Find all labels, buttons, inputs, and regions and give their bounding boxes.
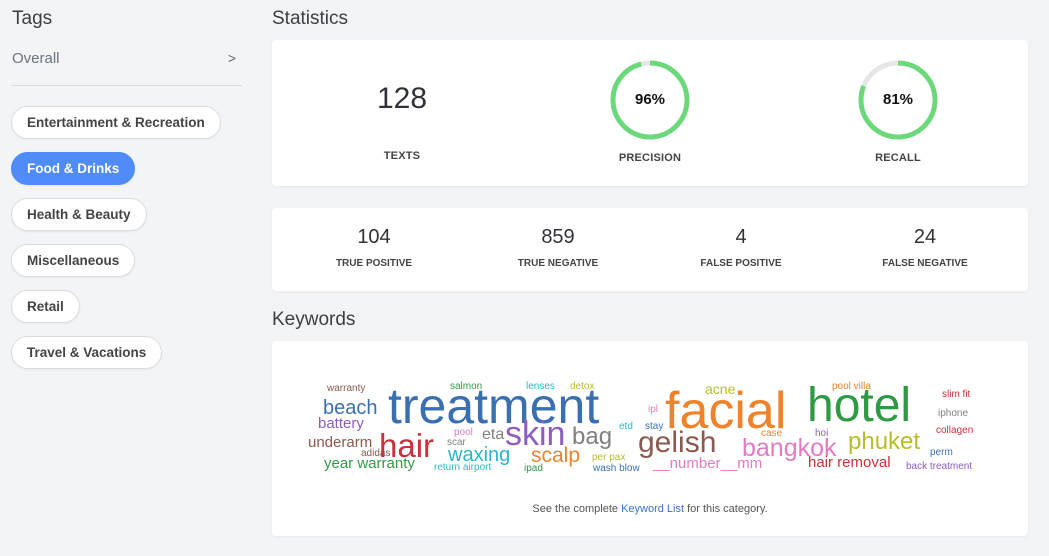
keyword-per-pax: per pax bbox=[592, 452, 626, 463]
keyword-year-warranty: year warranty bbox=[324, 455, 415, 472]
statistics-title: Statistics bbox=[272, 8, 349, 29]
true-positive-label: TRUE POSITIVE bbox=[335, 258, 413, 269]
keyword-hotel: hotel bbox=[807, 379, 912, 432]
keyword-back-treatment: back treatment bbox=[906, 461, 973, 472]
keyword-number-mm: __number__mm bbox=[653, 455, 763, 472]
recall-ring-fill bbox=[858, 60, 938, 140]
true-negative-stat: 859 TRUE NEGATIVE bbox=[478, 208, 638, 269]
keyword-list-link[interactable]: Keyword List bbox=[621, 503, 685, 515]
recall-label: RECALL bbox=[875, 152, 921, 164]
texts-stat: 128 bbox=[352, 82, 452, 116]
sidebar-title: Tags bbox=[12, 8, 53, 29]
keyword-acne: acne bbox=[705, 381, 736, 397]
keywords-card: treatment facial hotel hair skin bag gelish ban… bbox=[272, 341, 1028, 536]
word-cloud: treatment facial hotel hair skin bag gelish ban… bbox=[272, 341, 1028, 491]
keyword-pool-villa: pool villa bbox=[832, 381, 871, 392]
sidebar-divider bbox=[11, 85, 242, 86]
keyword-hair-removal: hair removal bbox=[808, 454, 891, 471]
keyword-case: case bbox=[761, 428, 783, 439]
tag-entertainment-recreation[interactable]: Entertainment & Recreation bbox=[11, 106, 221, 139]
false-positive-stat: 4 FALSE POSITIVE bbox=[661, 208, 821, 269]
keyword-detox: detox bbox=[570, 381, 595, 392]
keyword-beach: beach bbox=[323, 397, 378, 419]
tag-retail[interactable]: Retail bbox=[11, 290, 80, 323]
texts-value: 128 bbox=[376, 82, 428, 115]
keyword-slim-fit: slim fit bbox=[942, 389, 971, 400]
true-positive-value: 104 bbox=[357, 226, 391, 248]
tag-health-beauty[interactable]: Health & Beauty bbox=[11, 198, 147, 231]
chevron-right-icon: > bbox=[227, 50, 236, 66]
keyword-iphone: iphone bbox=[938, 408, 969, 419]
false-positive-value: 4 bbox=[735, 226, 747, 248]
false-positive-label: FALSE POSITIVE bbox=[700, 258, 782, 269]
keyword-ipl: ipl bbox=[648, 404, 659, 415]
keyword-bag: bag bbox=[572, 423, 613, 450]
keyword-eta: eta bbox=[482, 426, 505, 443]
keyword-bangkok: bangkok bbox=[742, 434, 837, 462]
false-negative-stat: 24 FALSE NEGATIVE bbox=[845, 208, 1005, 269]
recall-ring: 81% bbox=[858, 60, 938, 140]
precision-value: 96% bbox=[634, 91, 666, 108]
footnote-before: See the complete bbox=[532, 503, 622, 515]
tags-sidebar: Tags Overall > Entertainment & Recreatio… bbox=[0, 0, 260, 556]
confusion-card: 104 TRUE POSITIVE 859 TRUE NEGATIVE 4 FA… bbox=[272, 208, 1028, 291]
tag-travel-vacations[interactable]: Travel & Vacations bbox=[11, 336, 163, 369]
keyword-lenses: lenses bbox=[526, 381, 555, 392]
overall-label: Overall bbox=[12, 50, 60, 67]
recall-value: 81% bbox=[882, 91, 914, 108]
precision-label: PRECISION bbox=[618, 152, 682, 164]
keyword-waxing: waxing bbox=[448, 444, 511, 466]
keyword-salmon: salmon bbox=[450, 381, 483, 392]
keyword-collagen: collagen bbox=[936, 425, 974, 436]
precision-ring: 96% bbox=[610, 60, 690, 140]
false-negative-value: 24 bbox=[913, 226, 937, 248]
keyword-hair: hair bbox=[379, 427, 435, 464]
texts-label: TEXTS bbox=[383, 150, 421, 162]
true-negative-label: TRUE NEGATIVE bbox=[517, 258, 599, 269]
recall-ring-svg bbox=[858, 60, 938, 140]
keywords-title: Keywords bbox=[272, 309, 356, 330]
keyword-battery: battery bbox=[318, 415, 364, 432]
overall-item[interactable]: Overall > bbox=[12, 50, 242, 70]
precision-ring-fill bbox=[610, 60, 690, 140]
keyword-warranty: warranty bbox=[327, 383, 366, 394]
keyword-facial: facial bbox=[665, 382, 787, 440]
keyword-wash-blow: wash blow bbox=[593, 463, 640, 474]
main-content: Statistics 128 TEXTS 96% PRECISION 81% R… bbox=[272, 0, 1029, 556]
keyword-phuket: phuket bbox=[848, 428, 921, 455]
keyword-gelish: gelish bbox=[638, 426, 717, 459]
keyword-scalp: scalp bbox=[531, 444, 581, 467]
true-negative-value: 859 bbox=[541, 226, 575, 248]
tag-miscellaneous[interactable]: Miscellaneous bbox=[11, 244, 136, 277]
tag-food-drinks[interactable]: Food & Drinks bbox=[11, 152, 136, 185]
keyword-scar: scar bbox=[447, 437, 466, 448]
true-positive-stat: 104 TRUE POSITIVE bbox=[294, 208, 454, 269]
keywords-footnote: See the complete Keyword List for this c… bbox=[272, 503, 1028, 515]
keyword-etd: etd bbox=[619, 421, 633, 432]
statistics-card: 128 TEXTS 96% PRECISION 81% RECALL bbox=[272, 40, 1028, 186]
keyword-underarm: underarm bbox=[308, 434, 373, 451]
footnote-after: for this category. bbox=[684, 503, 768, 515]
keyword-stay: stay bbox=[645, 421, 664, 432]
keyword-ipad: ipad bbox=[524, 463, 543, 474]
keyword-return-airport: return airport bbox=[434, 462, 492, 473]
keyword-perm: perm bbox=[930, 447, 953, 458]
keyword-skin: skin bbox=[505, 415, 566, 453]
false-negative-label: FALSE NEGATIVE bbox=[882, 258, 968, 269]
keyword-adidas: adidas bbox=[361, 448, 391, 459]
keyword-pool: pool bbox=[454, 427, 473, 438]
precision-ring-svg bbox=[610, 60, 690, 140]
keyword-treatment: treatment bbox=[388, 378, 600, 434]
keyword-hoi: hoi bbox=[815, 428, 829, 439]
